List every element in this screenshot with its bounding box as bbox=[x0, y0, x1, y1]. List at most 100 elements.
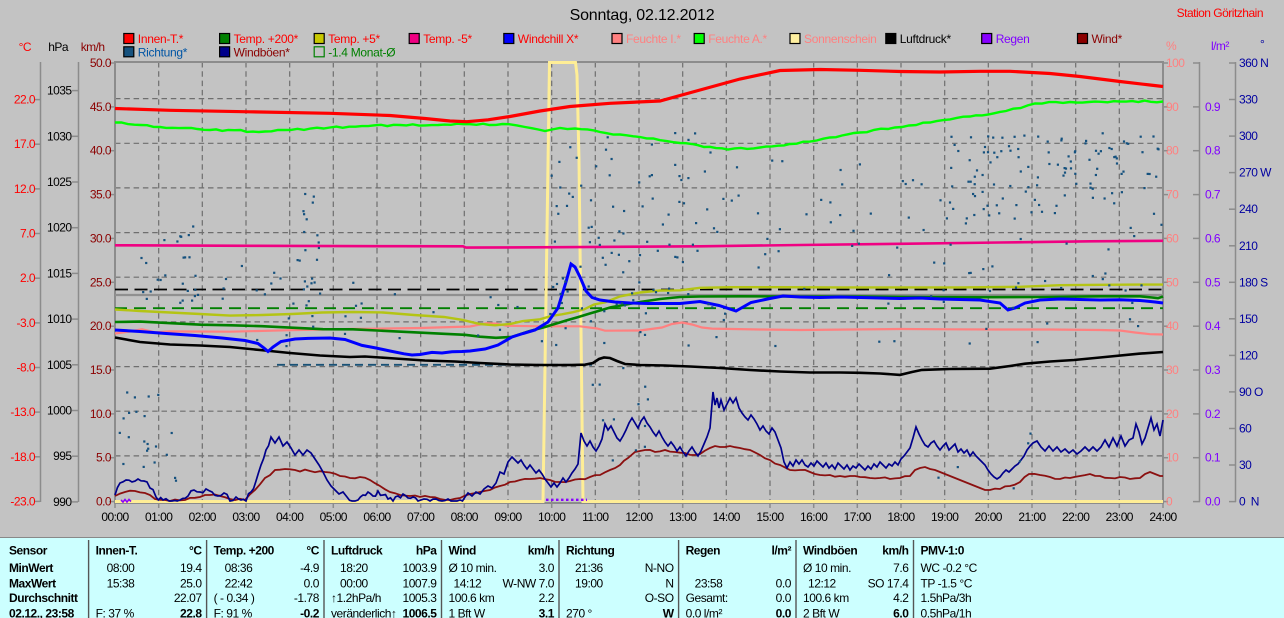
svg-text:19.4: 19.4 bbox=[180, 561, 202, 575]
svg-text:1 Bft W: 1 Bft W bbox=[449, 607, 486, 618]
svg-text:( - 0.34 ): ( - 0.34 ) bbox=[214, 591, 255, 605]
svg-text:15:00: 15:00 bbox=[756, 510, 784, 524]
svg-text:km/h: km/h bbox=[81, 40, 105, 54]
svg-text:16:00: 16:00 bbox=[800, 510, 828, 524]
svg-text:12.0: 12.0 bbox=[14, 182, 36, 196]
svg-text:1025: 1025 bbox=[47, 175, 72, 189]
svg-text:17.0: 17.0 bbox=[14, 137, 36, 151]
svg-text:14:12: 14:12 bbox=[454, 576, 483, 590]
svg-text:20.0: 20.0 bbox=[90, 319, 112, 333]
svg-text:300: 300 bbox=[1239, 129, 1258, 143]
svg-text:1030: 1030 bbox=[47, 129, 72, 143]
svg-text:N: N bbox=[665, 576, 673, 590]
svg-text:Temp. +200*: Temp. +200* bbox=[234, 32, 299, 46]
svg-text:-4.9: -4.9 bbox=[300, 561, 320, 575]
svg-text:45.0: 45.0 bbox=[90, 100, 112, 114]
svg-text:W: W bbox=[663, 607, 675, 618]
svg-text:40.0: 40.0 bbox=[90, 144, 112, 158]
svg-text:Temp. +200: Temp. +200 bbox=[214, 544, 275, 558]
svg-text:20: 20 bbox=[1166, 407, 1179, 421]
svg-text:30.0: 30.0 bbox=[90, 231, 112, 245]
svg-text:23:00: 23:00 bbox=[1106, 510, 1134, 524]
svg-text:-0.2: -0.2 bbox=[300, 607, 320, 618]
svg-text:0.0: 0.0 bbox=[96, 495, 112, 509]
svg-text:4.2: 4.2 bbox=[893, 591, 909, 605]
svg-text:Temp. +5*: Temp. +5* bbox=[328, 32, 380, 46]
svg-text:0.4: 0.4 bbox=[1205, 319, 1221, 333]
svg-text:100: 100 bbox=[1166, 56, 1185, 70]
svg-text:12:12: 12:12 bbox=[808, 576, 837, 590]
svg-text:7.0: 7.0 bbox=[20, 227, 36, 241]
svg-text:22.8: 22.8 bbox=[180, 607, 202, 618]
svg-text:0.0: 0.0 bbox=[776, 607, 792, 618]
svg-text:22:42: 22:42 bbox=[225, 576, 254, 590]
svg-text:hPa: hPa bbox=[416, 544, 437, 558]
svg-text:00:00: 00:00 bbox=[101, 510, 129, 524]
svg-text:2.2: 2.2 bbox=[539, 591, 555, 605]
svg-text:10: 10 bbox=[1166, 451, 1179, 465]
svg-text:1020: 1020 bbox=[47, 221, 72, 235]
svg-text:Regen: Regen bbox=[686, 544, 721, 558]
svg-text:hPa: hPa bbox=[48, 40, 69, 54]
svg-text:14:00: 14:00 bbox=[713, 510, 741, 524]
svg-text:21:36: 21:36 bbox=[575, 561, 604, 575]
svg-text:995: 995 bbox=[53, 449, 72, 463]
svg-text:SO 17.4: SO 17.4 bbox=[868, 576, 910, 590]
svg-text:19:00: 19:00 bbox=[575, 576, 604, 590]
svg-text:0.0: 0.0 bbox=[1205, 495, 1221, 509]
svg-text:12:00: 12:00 bbox=[625, 510, 653, 524]
svg-text:0.2: 0.2 bbox=[1205, 407, 1221, 421]
svg-text:100.6 km: 100.6 km bbox=[803, 591, 849, 605]
svg-text:24:00: 24:00 bbox=[1149, 510, 1177, 524]
svg-text:0: 0 bbox=[1166, 495, 1173, 509]
svg-text:25.0: 25.0 bbox=[180, 576, 202, 590]
svg-text:Feuchte A.*: Feuchte A.* bbox=[708, 32, 767, 46]
svg-text:Luftdruck*: Luftdruck* bbox=[900, 32, 952, 46]
svg-text:1010: 1010 bbox=[47, 312, 72, 326]
svg-text:35.0: 35.0 bbox=[90, 188, 112, 202]
svg-text:10:00: 10:00 bbox=[538, 510, 566, 524]
svg-text:20:00: 20:00 bbox=[975, 510, 1003, 524]
svg-text:19:00: 19:00 bbox=[931, 510, 959, 524]
svg-text:3.0: 3.0 bbox=[539, 561, 555, 575]
svg-text:09:00: 09:00 bbox=[494, 510, 522, 524]
svg-text:10.0: 10.0 bbox=[90, 407, 112, 421]
svg-text:-13.0: -13.0 bbox=[10, 405, 35, 419]
svg-text:0 N: 0 N bbox=[1239, 495, 1259, 509]
svg-text:50.0: 50.0 bbox=[90, 56, 112, 70]
svg-text:0.8: 0.8 bbox=[1205, 144, 1221, 158]
svg-text:22.07: 22.07 bbox=[174, 591, 203, 605]
svg-text:05:00: 05:00 bbox=[320, 510, 348, 524]
svg-text:↑1.2hPa/h: ↑1.2hPa/h bbox=[331, 591, 381, 605]
svg-text:Sonntag, 02.12.2012: Sonntag, 02.12.2012 bbox=[570, 7, 715, 24]
svg-text:40: 40 bbox=[1166, 319, 1179, 333]
svg-text:Richtung*: Richtung* bbox=[138, 45, 188, 59]
svg-text:60: 60 bbox=[1166, 231, 1179, 245]
svg-text:22.0: 22.0 bbox=[14, 93, 36, 107]
svg-text:Gesamt:: Gesamt: bbox=[686, 591, 728, 605]
svg-text:120: 120 bbox=[1239, 348, 1258, 362]
svg-text:W-NW 7.0: W-NW 7.0 bbox=[502, 576, 554, 590]
svg-text:07:00: 07:00 bbox=[407, 510, 435, 524]
svg-text:15.0: 15.0 bbox=[90, 363, 112, 377]
svg-text:Windböen*: Windböen* bbox=[234, 45, 291, 59]
svg-text:02:00: 02:00 bbox=[189, 510, 217, 524]
svg-text:1035: 1035 bbox=[47, 84, 72, 98]
svg-text:Durchschnitt: Durchschnitt bbox=[9, 591, 78, 605]
svg-text:Innen-T.: Innen-T. bbox=[96, 544, 138, 558]
svg-text:11:00: 11:00 bbox=[582, 510, 609, 524]
svg-text:7.6: 7.6 bbox=[893, 561, 909, 575]
svg-text:01:00: 01:00 bbox=[145, 510, 173, 524]
svg-text:Feuchte I.*: Feuchte I.* bbox=[626, 32, 681, 46]
svg-text:150: 150 bbox=[1239, 312, 1258, 326]
svg-text:Station Göritzhain: Station Göritzhain bbox=[1177, 6, 1263, 20]
svg-text:3.1: 3.1 bbox=[539, 607, 555, 618]
svg-text:100.6 km: 100.6 km bbox=[449, 591, 495, 605]
svg-text:MaxWert: MaxWert bbox=[9, 576, 56, 590]
svg-text:F: 91 %: F: 91 % bbox=[214, 607, 253, 618]
svg-text:30: 30 bbox=[1166, 363, 1179, 377]
svg-text:0.9: 0.9 bbox=[1205, 100, 1221, 114]
svg-text:Ø 10 min.: Ø 10 min. bbox=[449, 561, 497, 575]
svg-text:17:00: 17:00 bbox=[844, 510, 872, 524]
svg-text:°: ° bbox=[1260, 37, 1265, 51]
